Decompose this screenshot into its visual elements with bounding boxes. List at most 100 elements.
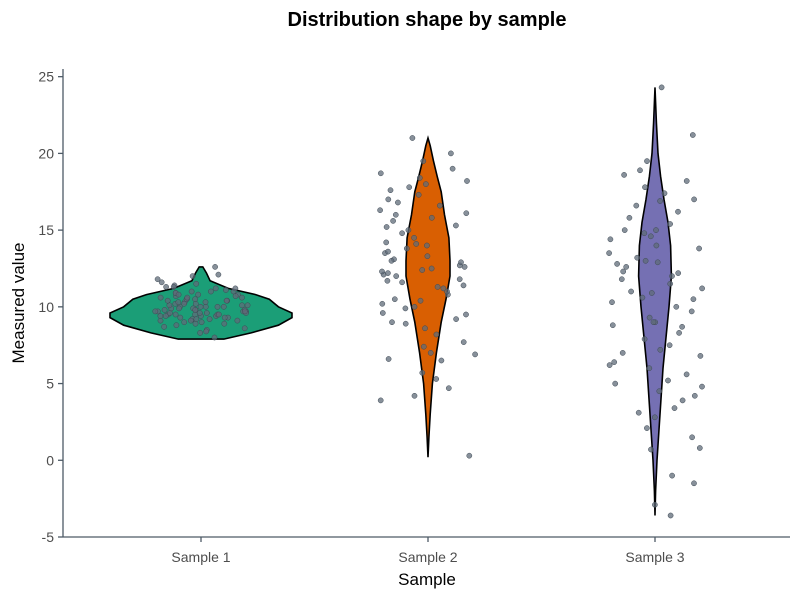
data-point <box>420 158 427 164</box>
data-point <box>464 178 470 184</box>
data-point <box>423 181 429 187</box>
data-point <box>234 317 241 324</box>
data-point <box>656 388 663 395</box>
data-point <box>642 184 648 191</box>
y-axis-ticks: -5 0 5 10 15 20 25 <box>38 69 63 545</box>
data-point <box>389 319 395 326</box>
data-point <box>676 330 682 336</box>
data-point <box>661 190 668 197</box>
data-point <box>158 279 165 286</box>
violin-3 <box>637 87 673 516</box>
data-point <box>427 350 434 356</box>
data-point <box>188 288 195 295</box>
data-point <box>607 236 614 243</box>
data-point <box>232 285 239 292</box>
data-point <box>220 303 227 310</box>
data-point <box>683 178 690 184</box>
data-point <box>241 325 248 332</box>
data-point <box>385 356 392 362</box>
data-point <box>198 319 205 326</box>
data-point <box>152 308 159 315</box>
data-point <box>639 294 646 301</box>
data-point <box>385 248 391 255</box>
data-point <box>691 392 698 399</box>
data-point <box>472 351 478 358</box>
data-point <box>609 299 615 306</box>
data-point <box>385 270 391 276</box>
data-point <box>405 227 412 233</box>
y-tick-label: 15 <box>38 222 54 238</box>
data-point <box>648 290 655 296</box>
data-point <box>697 353 704 359</box>
y-tick-label: 25 <box>38 69 54 85</box>
data-point <box>633 202 640 209</box>
data-point <box>611 359 618 365</box>
data-point <box>161 307 168 313</box>
data-point <box>691 196 697 203</box>
data-point <box>195 291 202 298</box>
data-point <box>212 285 219 292</box>
y-tick-label: 20 <box>38 145 54 161</box>
data-point <box>379 268 385 275</box>
data-point <box>456 276 463 283</box>
data-point <box>673 303 680 310</box>
data-point <box>162 313 169 319</box>
data-point <box>448 150 454 157</box>
data-point <box>667 280 674 287</box>
data-point <box>387 187 394 194</box>
data-point <box>163 284 169 290</box>
y-tick-label: -5 <box>42 529 55 545</box>
data-point <box>463 311 469 318</box>
data-point <box>215 311 222 318</box>
data-point <box>614 261 620 267</box>
data-point <box>406 184 413 191</box>
data-point <box>644 425 650 431</box>
data-point <box>623 264 630 270</box>
data-point <box>433 331 440 338</box>
data-point <box>181 319 188 326</box>
data-point <box>411 392 418 399</box>
violin-1 <box>109 266 293 340</box>
data-point <box>433 376 440 382</box>
data-point <box>679 323 685 330</box>
data-point <box>189 273 196 279</box>
data-point <box>192 300 199 307</box>
data-point <box>665 377 671 384</box>
x-tick-label: Sample 1 <box>171 549 230 565</box>
data-point <box>181 300 187 307</box>
data-point <box>618 276 625 283</box>
data-point <box>170 284 177 290</box>
data-point <box>232 293 239 299</box>
data-point <box>621 172 627 178</box>
data-point <box>411 303 418 310</box>
data-point <box>391 296 398 303</box>
y-tick-label: 5 <box>46 376 54 392</box>
data-point <box>422 325 428 332</box>
x-tick-label: Sample 3 <box>625 549 684 565</box>
x-axis-label: Sample <box>398 570 456 589</box>
data-point <box>466 452 473 459</box>
data-point <box>437 202 443 209</box>
data-point <box>658 84 665 91</box>
data-point <box>393 273 400 279</box>
data-point <box>377 207 383 214</box>
data-point <box>176 305 182 312</box>
data-point <box>449 165 456 172</box>
data-point <box>463 210 470 217</box>
data-point <box>675 208 681 215</box>
data-point <box>214 303 221 310</box>
data-point <box>377 170 384 177</box>
data-point <box>208 288 214 295</box>
data-point <box>609 322 616 329</box>
data-point <box>683 371 690 378</box>
data-point <box>653 242 660 249</box>
data-point <box>221 314 228 321</box>
data-point <box>648 446 654 453</box>
data-point <box>211 334 218 341</box>
data-point <box>221 320 228 327</box>
data-point <box>606 362 613 368</box>
data-point <box>420 343 427 350</box>
data-point <box>197 330 203 336</box>
data-point <box>164 297 171 304</box>
data-point <box>390 218 396 224</box>
